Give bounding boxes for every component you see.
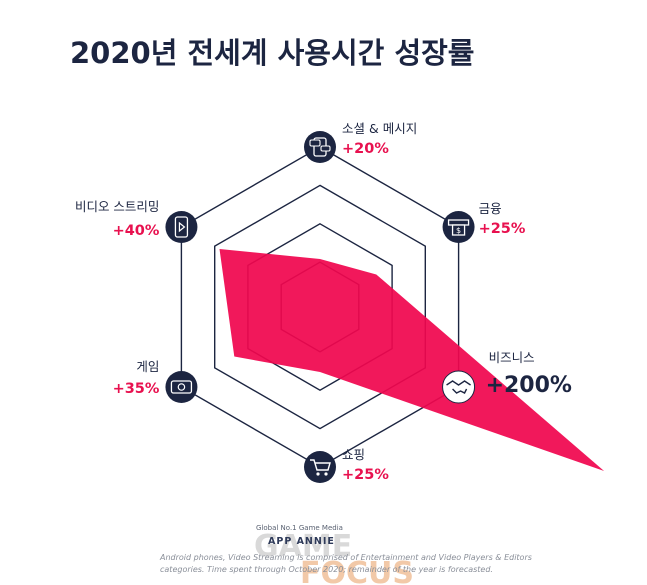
axis-label-6: 비디오 스트리밍	[75, 199, 159, 214]
axis-value-5: +35%	[113, 381, 160, 397]
handshake-icon-glyph	[446, 380, 471, 394]
axis-value-1: +20%	[342, 141, 389, 157]
series-area	[219, 249, 605, 471]
watermark-brand: APP ANNIE	[268, 536, 335, 547]
grid-ring-3	[213, 184, 426, 430]
axis-value-6: +40%	[113, 223, 160, 239]
axis-4: 쇼핑 +25%	[304, 447, 389, 483]
axis-3: 비즈니스 +200%	[442, 350, 572, 404]
game-phone-icon	[165, 371, 198, 403]
shopping-cart-icon-glyph	[310, 459, 331, 476]
axis-label-4: 쇼핑	[342, 447, 365, 462]
footnote-line-2: categories. Time spent through October 2…	[160, 565, 493, 574]
axis-label-3: 비즈니스	[489, 350, 535, 365]
chart-title: 2020년 전세계 사용시간 성장률	[70, 36, 474, 70]
watermark-tagline: Global No.1 Game Media	[256, 524, 343, 532]
video-phone-icon	[165, 211, 198, 243]
axis-value-3: +200%	[486, 373, 572, 398]
chat-phone-icon	[304, 131, 336, 163]
game-phone-icon-glyph	[170, 380, 193, 394]
axis-value-2: +25%	[479, 221, 526, 237]
svg-text:$: $	[456, 226, 461, 235]
axis-1: 소셜 & 메시지 +20%	[304, 121, 417, 163]
axis-2: $ 금융 +25%	[442, 201, 526, 243]
axis-value-4: +25%	[342, 467, 389, 483]
handshake-icon	[442, 370, 476, 404]
axis-5: 게임 +35%	[113, 359, 198, 403]
axis-label-1: 소셜 & 메시지	[342, 121, 417, 136]
atm-money-icon-glyph: $	[447, 219, 470, 236]
footnote-line-1: Android phones, Video Streaming is compr…	[159, 553, 532, 562]
watermark-logo-focus: FOCUS	[300, 556, 414, 585]
axis-labels: 소셜 & 메시지 +20% $ 금융 +25% 비즈니스 +200% 쇼핑 +25% 게임 +35%…	[75, 121, 572, 483]
chat-phone-icon-glyph	[309, 137, 331, 157]
axis-label-5: 게임	[136, 359, 159, 374]
watermark: Global No.1 Game Media GAME APP ANNIE FO…	[254, 524, 414, 585]
shopping-cart-icon	[304, 451, 336, 483]
watermark-logo-game: GAME	[254, 529, 352, 564]
video-phone-icon-glyph	[174, 216, 189, 238]
series-layer	[219, 249, 605, 471]
axis-6: 비디오 스트리밍 +40%	[75, 199, 198, 243]
axis-label-2: 금융	[479, 201, 502, 216]
